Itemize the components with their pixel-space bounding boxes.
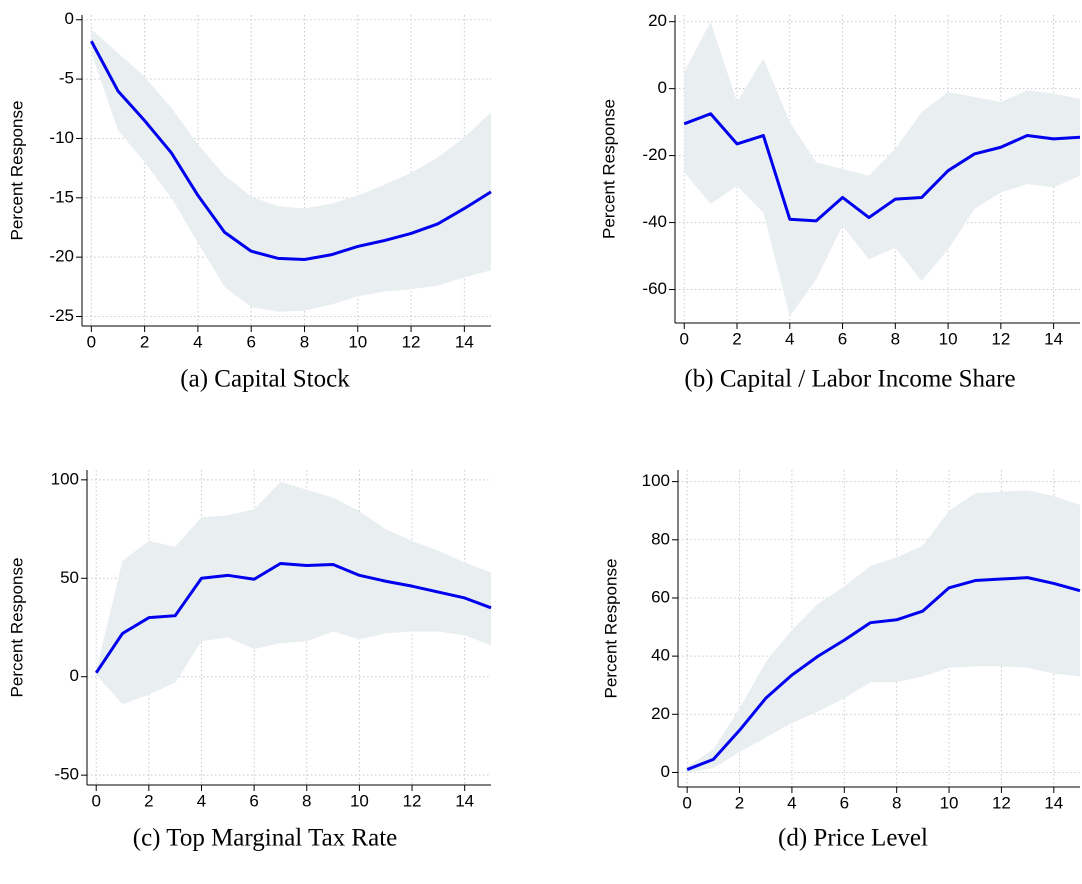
x-tick-label: 0 <box>680 329 689 348</box>
x-tick-label: 8 <box>891 329 900 348</box>
panel: -25 -20 -15 -10 -5 0 0 2 4 6 8 10 12 14 Percent Respon… <box>7 9 492 393</box>
y-axis-label: Percent Response <box>7 101 26 241</box>
x-tick-label: 4 <box>785 329 794 348</box>
y-tick-label: 20 <box>648 11 667 30</box>
x-tick-label: 4 <box>787 793 796 812</box>
y-tick-label: -40 <box>642 212 667 231</box>
y-tick-label: 40 <box>651 646 670 665</box>
confidence-band <box>684 21 1080 317</box>
x-tick-label: 4 <box>193 332 202 351</box>
y-tick-label: 0 <box>70 666 79 685</box>
y-axis-label: Percent Response <box>7 558 26 698</box>
y-axis-label: Percent Response <box>601 559 620 699</box>
y-tick-label: -50 <box>54 765 79 784</box>
y-tick-label: 50 <box>60 568 79 587</box>
confidence-band <box>96 481 491 705</box>
response-line <box>683 112 1081 223</box>
panel: 0 20 40 60 80 100 0 2 4 6 8 10 12 14 Percent Response (… <box>601 470 1081 852</box>
y-tick-label: 0 <box>661 762 670 781</box>
x-tick-label: 6 <box>840 793 849 812</box>
x-tick-label: 12 <box>991 329 1010 348</box>
y-tick-label: -60 <box>642 279 667 298</box>
y-tick-label: 60 <box>651 587 670 606</box>
response-line <box>94 562 492 674</box>
x-tick-label: 8 <box>892 793 901 812</box>
x-tick-label: 0 <box>91 791 100 810</box>
caption: (d) Price Level <box>778 825 928 852</box>
caption: (c) Top Marginal Tax Rate <box>133 825 398 852</box>
y-tick-label: 20 <box>651 704 670 723</box>
x-tick-label: 6 <box>246 332 255 351</box>
x-tick-label: 2 <box>144 791 153 810</box>
x-tick-label: 10 <box>350 791 369 810</box>
y-tick-label: -20 <box>642 145 667 164</box>
x-tick-label: 14 <box>1044 329 1063 348</box>
caption: (a) Capital Stock <box>180 366 350 393</box>
x-tick-label: 14 <box>1044 793 1063 812</box>
y-tick-label: 100 <box>51 469 79 488</box>
x-tick-label: 8 <box>300 332 309 351</box>
y-tick-label: -5 <box>59 69 74 88</box>
response-line <box>686 576 1081 771</box>
x-tick-label: 2 <box>735 793 744 812</box>
y-tick-label: 80 <box>651 529 670 548</box>
x-tick-label: 10 <box>348 332 367 351</box>
x-tick-label: 2 <box>140 332 149 351</box>
y-tick-label: -25 <box>49 306 74 325</box>
x-tick-label: 12 <box>402 332 421 351</box>
x-tick-label: 10 <box>940 793 959 812</box>
confidence-band <box>687 490 1080 773</box>
x-tick-label: 0 <box>682 793 691 812</box>
y-tick-label: 100 <box>642 471 670 490</box>
y-tick-label: -10 <box>49 128 74 147</box>
y-tick-label: -20 <box>49 247 74 266</box>
x-tick-label: 2 <box>732 329 741 348</box>
x-tick-label: 0 <box>87 332 96 351</box>
y-tick-label: 0 <box>65 9 74 28</box>
x-tick-label: 8 <box>302 791 311 810</box>
x-tick-label: 12 <box>992 793 1011 812</box>
x-tick-label: 6 <box>838 329 847 348</box>
x-tick-label: 12 <box>403 791 422 810</box>
x-tick-label: 6 <box>249 791 258 810</box>
y-tick-label: 0 <box>658 78 667 97</box>
panel: -60 -40 -20 0 20 0 2 4 6 8 10 12 14 Percent Response (… <box>599 11 1081 393</box>
response-line <box>90 40 492 262</box>
y-axis-label: Percent Response <box>599 99 618 239</box>
panel: -50 0 50 100 0 2 4 6 8 10 12 14 Percent Response (c) … <box>7 469 492 852</box>
confidence-band <box>91 29 491 312</box>
x-tick-label: 4 <box>197 791 206 810</box>
caption: (b) Capital / Labor Income Share <box>684 366 1015 393</box>
x-tick-label: 14 <box>455 791 474 810</box>
x-tick-label: 14 <box>455 332 474 351</box>
y-tick-label: -15 <box>49 187 74 206</box>
x-tick-label: 10 <box>939 329 958 348</box>
